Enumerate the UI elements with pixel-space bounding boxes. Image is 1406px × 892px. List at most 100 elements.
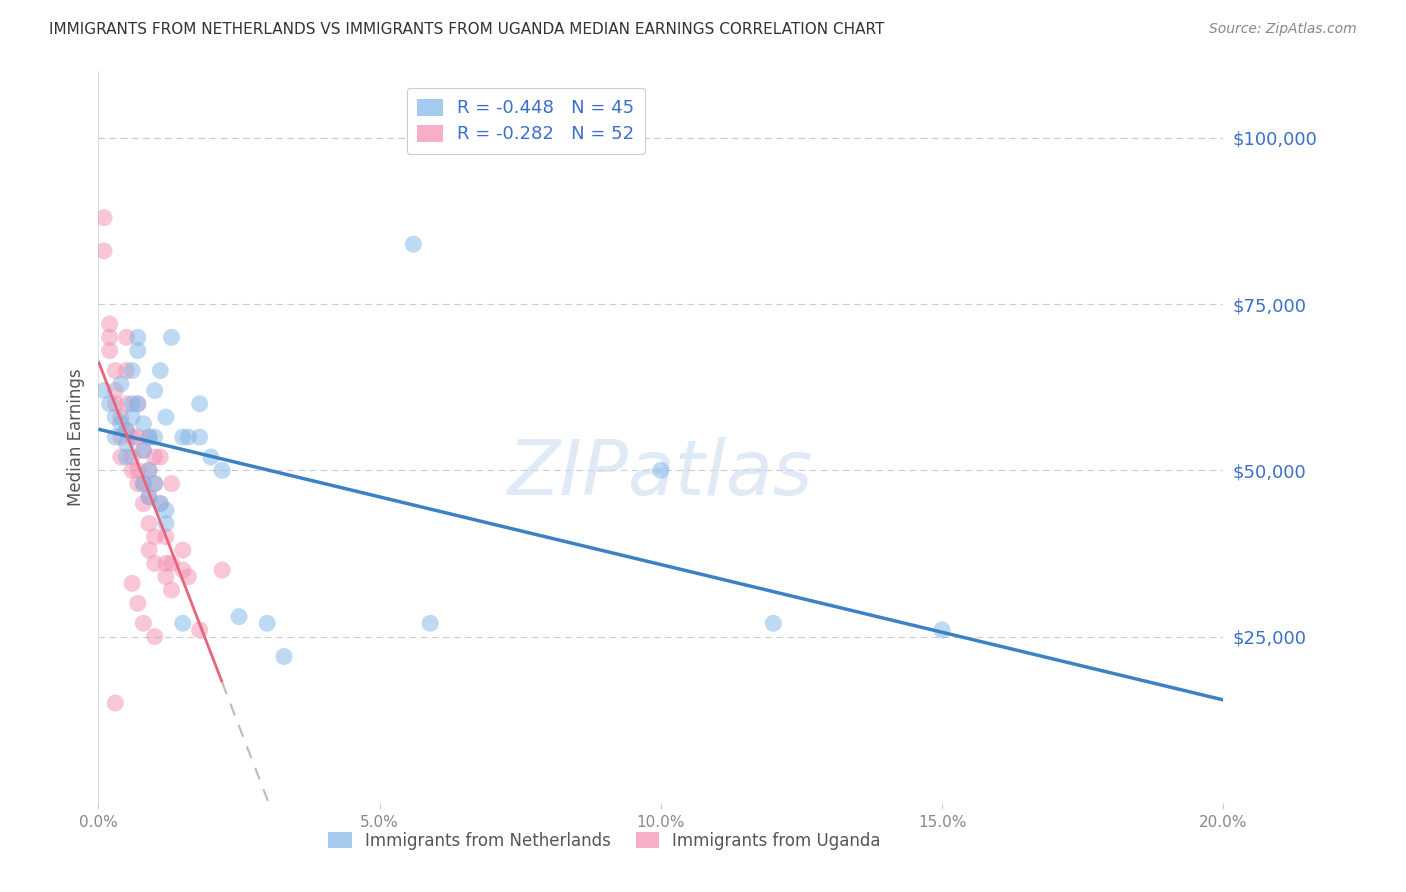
Point [211, 463, 233, 477]
Point [93, 211, 115, 225]
Point [121, 430, 143, 444]
Point [132, 476, 155, 491]
Point [160, 557, 183, 571]
Point [138, 463, 160, 477]
Point [121, 397, 143, 411]
Point [115, 330, 138, 344]
Point [115, 436, 138, 450]
Point [127, 476, 149, 491]
Point [143, 557, 166, 571]
Point [419, 616, 441, 631]
Point [104, 430, 127, 444]
Point [177, 570, 200, 584]
Point [149, 497, 172, 511]
Point [127, 397, 149, 411]
Y-axis label: Median Earnings: Median Earnings [66, 368, 84, 506]
Point [155, 410, 177, 425]
Point [402, 237, 425, 252]
Point [177, 430, 200, 444]
Point [115, 397, 138, 411]
Point [155, 516, 177, 531]
Legend: Immigrants from Netherlands, Immigrants from Uganda: Immigrants from Netherlands, Immigrants … [322, 825, 887, 856]
Point [138, 543, 160, 558]
Point [115, 450, 138, 464]
Point [132, 616, 155, 631]
Point [127, 397, 149, 411]
Text: IMMIGRANTS FROM NETHERLANDS VS IMMIGRANTS FROM UGANDA MEDIAN EARNINGS CORRELATIO: IMMIGRANTS FROM NETHERLANDS VS IMMIGRANT… [49, 22, 884, 37]
Point [143, 430, 166, 444]
Point [160, 476, 183, 491]
Point [110, 417, 132, 431]
Point [160, 582, 183, 597]
Point [143, 450, 166, 464]
Point [650, 463, 672, 477]
Point [104, 397, 127, 411]
Point [104, 363, 127, 377]
Point [155, 503, 177, 517]
Point [143, 384, 166, 398]
Text: Source: ZipAtlas.com: Source: ZipAtlas.com [1209, 22, 1357, 37]
Point [115, 424, 138, 438]
Point [200, 450, 222, 464]
Point [104, 410, 127, 425]
Point [149, 363, 172, 377]
Point [93, 384, 115, 398]
Point [104, 384, 127, 398]
Point [127, 463, 149, 477]
Point [172, 543, 194, 558]
Point [155, 530, 177, 544]
Point [138, 463, 160, 477]
Point [143, 476, 166, 491]
Point [121, 450, 143, 464]
Point [172, 563, 194, 577]
Point [121, 463, 143, 477]
Text: ZIPatlas: ZIPatlas [508, 437, 814, 510]
Point [138, 430, 160, 444]
Point [121, 576, 143, 591]
Point [155, 557, 177, 571]
Point [132, 443, 155, 458]
Point [228, 609, 250, 624]
Point [110, 450, 132, 464]
Point [110, 410, 132, 425]
Point [121, 363, 143, 377]
Point [172, 430, 194, 444]
Point [121, 410, 143, 425]
Point [115, 363, 138, 377]
Point [132, 476, 155, 491]
Point [143, 476, 166, 491]
Point [132, 417, 155, 431]
Point [132, 497, 155, 511]
Point [149, 497, 172, 511]
Point [188, 430, 211, 444]
Point [172, 616, 194, 631]
Point [127, 430, 149, 444]
Point [98, 397, 121, 411]
Point [211, 563, 233, 577]
Point [160, 330, 183, 344]
Point [762, 616, 785, 631]
Point [127, 330, 149, 344]
Point [127, 343, 149, 358]
Point [149, 450, 172, 464]
Point [98, 343, 121, 358]
Point [143, 630, 166, 644]
Point [98, 317, 121, 331]
Point [93, 244, 115, 258]
Point [132, 443, 155, 458]
Point [98, 330, 121, 344]
Point [188, 397, 211, 411]
Point [931, 623, 953, 637]
Point [188, 623, 211, 637]
Point [115, 424, 138, 438]
Point [138, 430, 160, 444]
Point [138, 490, 160, 504]
Point [155, 570, 177, 584]
Point [110, 430, 132, 444]
Point [138, 490, 160, 504]
Point [138, 516, 160, 531]
Point [127, 596, 149, 610]
Point [273, 649, 295, 664]
Point [143, 530, 166, 544]
Point [104, 696, 127, 710]
